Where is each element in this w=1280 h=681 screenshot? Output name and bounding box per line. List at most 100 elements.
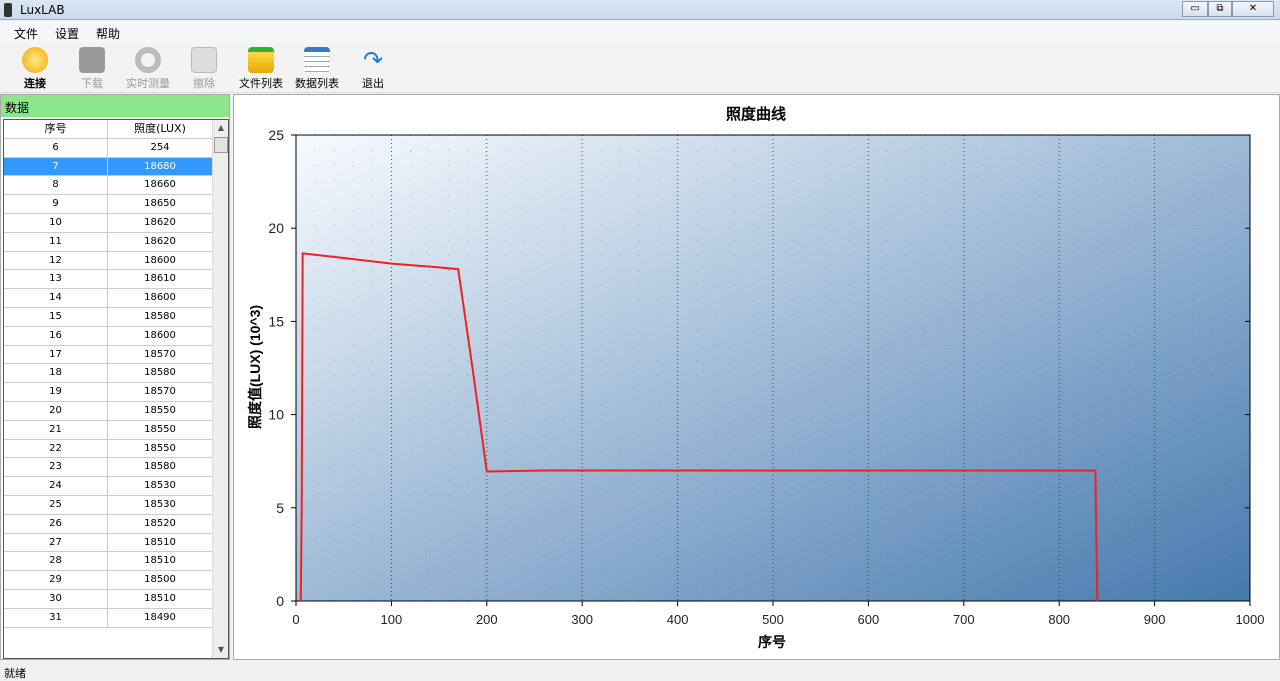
table-row[interactable]: 27 18510 bbox=[4, 533, 212, 553]
realtime-measure-button[interactable]: 实时测量 bbox=[120, 45, 176, 91]
cell-index: 9 bbox=[4, 195, 108, 213]
cell-index: 27 bbox=[4, 533, 108, 552]
table-row[interactable]: 10 18620 bbox=[4, 213, 212, 233]
scroll-down-icon[interactable]: ▼ bbox=[217, 645, 225, 654]
download-book-icon bbox=[79, 47, 105, 73]
cell-lux: 18600 bbox=[144, 292, 176, 304]
cell-index: 15 bbox=[4, 307, 108, 326]
y-tick-label: 20 bbox=[268, 220, 284, 236]
x-tick-label: 700 bbox=[953, 612, 975, 627]
cell-lux: 18520 bbox=[144, 517, 176, 529]
cell-index: 22 bbox=[4, 439, 108, 458]
realtime-sensor-icon bbox=[135, 47, 161, 73]
cell-lux: 18500 bbox=[144, 574, 176, 586]
status-bar: 就绪 bbox=[0, 661, 1280, 680]
table-row[interactable]: 31 18490 bbox=[4, 608, 212, 628]
table-row[interactable]: 26 18520 bbox=[4, 514, 212, 534]
cell-lux: 18580 bbox=[144, 310, 176, 322]
table-list-icon bbox=[304, 47, 330, 73]
scroll-up-icon[interactable]: ▲ bbox=[217, 123, 225, 132]
table-row[interactable]: 12 18600 bbox=[4, 251, 212, 271]
y-tick-label: 25 bbox=[268, 127, 284, 143]
cell-index: 19 bbox=[4, 383, 108, 401]
column-header-index[interactable]: 序号 bbox=[4, 120, 108, 138]
table-row[interactable]: 7 18680 bbox=[4, 157, 212, 177]
cell-lux: 18550 bbox=[144, 442, 176, 454]
minimize-button[interactable]: ▭ bbox=[1182, 1, 1208, 17]
toolbar: 连接 下载 实时测量 擦除 文件列表 数据列表 ↷ 退出 bbox=[0, 43, 1280, 93]
cell-lux: 18550 bbox=[144, 423, 176, 435]
maximize-button[interactable]: ⧉ bbox=[1208, 1, 1232, 17]
erase-trash-icon bbox=[191, 47, 217, 73]
table-row[interactable]: 23 18580 bbox=[4, 458, 212, 478]
data-table: 序号 照度(LUX) 6 254 7 18680 8 18660 9 18650 10 18620… bbox=[3, 119, 229, 659]
cell-index: 30 bbox=[4, 589, 108, 608]
data-list-button[interactable]: 数据列表 bbox=[289, 45, 345, 91]
folder-add-icon bbox=[248, 47, 274, 73]
table-row[interactable]: 11 18620 bbox=[4, 232, 212, 252]
close-button[interactable]: ✕ bbox=[1232, 1, 1274, 17]
table-row[interactable]: 30 18510 bbox=[4, 589, 212, 609]
table-row[interactable]: 22 18550 bbox=[4, 439, 212, 459]
cell-index: 10 bbox=[4, 213, 108, 232]
lightbulb-icon bbox=[22, 47, 48, 73]
cell-index: 25 bbox=[4, 495, 108, 514]
cell-index: 16 bbox=[4, 326, 108, 345]
table-row[interactable]: 29 18500 bbox=[4, 571, 212, 590]
chart-title: 照度曲线 bbox=[726, 105, 786, 123]
table-row[interactable]: 18 18580 bbox=[4, 364, 212, 384]
exit-button[interactable]: ↷ 退出 bbox=[362, 46, 384, 90]
table-row[interactable]: 17 18570 bbox=[4, 345, 212, 365]
table-scrollbar[interactable]: ▲ ▼ bbox=[212, 120, 228, 658]
cell-lux: 18650 bbox=[144, 198, 176, 210]
cell-lux: 18490 bbox=[144, 611, 176, 623]
x-tick-label: 1000 bbox=[1236, 612, 1265, 627]
cell-index: 20 bbox=[4, 401, 108, 420]
x-tick-label: 100 bbox=[381, 612, 403, 627]
y-tick-label: 15 bbox=[268, 313, 284, 329]
table-row[interactable]: 16 18600 bbox=[4, 326, 212, 346]
x-axis-label: 序号 bbox=[758, 634, 786, 650]
table-row[interactable]: 9 18650 bbox=[4, 195, 212, 214]
x-tick-label: 400 bbox=[667, 612, 689, 627]
table-row[interactable]: 15 18580 bbox=[4, 307, 212, 327]
cell-lux: 18610 bbox=[144, 273, 176, 285]
cell-index: 17 bbox=[4, 345, 108, 364]
download-button[interactable]: 下载 bbox=[64, 45, 120, 91]
exit-arrow-icon: ↷ bbox=[362, 46, 384, 74]
cell-index: 29 bbox=[4, 571, 108, 589]
series-line bbox=[299, 252, 1099, 602]
table-row[interactable]: 13 18610 bbox=[4, 270, 212, 290]
cell-lux: 18620 bbox=[144, 235, 176, 247]
chart-panel: 照度曲线 0 100 200 300 400 500 600 700 800 900 1000 0 5 1… bbox=[233, 94, 1280, 660]
table-row[interactable]: 19 18570 bbox=[4, 383, 212, 402]
y-tick-label: 10 bbox=[268, 407, 284, 423]
column-header-lux[interactable]: 照度(LUX) bbox=[134, 122, 186, 135]
table-row[interactable]: 20 18550 bbox=[4, 401, 212, 421]
table-row[interactable]: 28 18510 bbox=[4, 552, 212, 572]
table-row[interactable]: 21 18550 bbox=[4, 420, 212, 440]
y-axis-label: 照度值(LUX) (10^3) bbox=[247, 305, 263, 429]
cell-index: 21 bbox=[4, 420, 108, 439]
x-tick-label: 900 bbox=[1144, 612, 1166, 627]
scroll-thumb[interactable] bbox=[214, 137, 228, 153]
erase-button[interactable]: 擦除 bbox=[176, 45, 232, 91]
window-title: LuxLAB bbox=[20, 3, 65, 17]
file-list-button[interactable]: 文件列表 bbox=[233, 45, 289, 91]
table-row[interactable]: 6 254 bbox=[4, 138, 212, 158]
menu-bar: 文件 设置 帮助 bbox=[0, 21, 1280, 43]
x-tick-label: 800 bbox=[1048, 612, 1070, 627]
cell-index: 6 bbox=[4, 138, 108, 157]
menu-settings[interactable]: 设置 bbox=[55, 27, 80, 41]
table-row[interactable]: 25 18530 bbox=[4, 495, 212, 515]
cell-index: 14 bbox=[4, 289, 108, 307]
menu-file[interactable]: 文件 bbox=[14, 27, 39, 41]
data-panel-title: 数据 bbox=[1, 95, 229, 117]
table-row[interactable]: 24 18530 bbox=[4, 477, 212, 496]
table-row[interactable]: 8 18660 bbox=[4, 176, 212, 196]
menu-help[interactable]: 帮助 bbox=[96, 27, 121, 41]
table-row[interactable]: 14 18600 bbox=[4, 289, 212, 308]
connect-button[interactable]: 连接 bbox=[7, 45, 63, 91]
cell-index: 7 bbox=[4, 157, 108, 176]
x-tick-label: 200 bbox=[476, 612, 498, 627]
